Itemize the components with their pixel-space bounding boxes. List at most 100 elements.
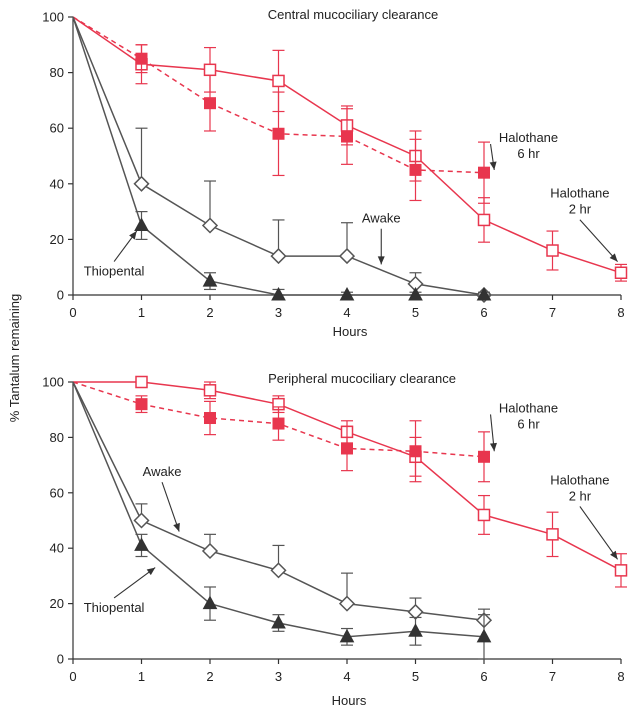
data-point: [270, 562, 287, 579]
x-axis-label: Hours: [332, 693, 367, 708]
annotation-line: Thiopental: [84, 264, 145, 279]
data-point: [271, 614, 286, 629]
x-tick-label: 8: [617, 305, 624, 320]
data-point: [133, 175, 150, 192]
data-point: [339, 286, 355, 301]
arrow-head: [489, 161, 497, 170]
data-point: [203, 384, 217, 397]
x-tick-label: 6: [480, 305, 487, 320]
data-point: [134, 217, 149, 231]
data-point: [341, 130, 353, 143]
data-point: [201, 542, 219, 560]
arrow-head: [146, 567, 156, 576]
data-point: [338, 248, 356, 265]
y-axis-label: % Tantalum remaining: [7, 294, 22, 422]
y-tick-label: 60: [50, 121, 64, 136]
data-point: [477, 508, 491, 522]
data-point: [338, 595, 356, 612]
x-tick-label: 2: [206, 669, 213, 684]
y-tick-label: 0: [57, 652, 64, 667]
x-tick-label: 4: [343, 669, 350, 684]
arrow-head: [377, 256, 385, 265]
y-tick-label: 100: [42, 375, 64, 390]
data-point: [407, 603, 424, 620]
x-axis-label: Hours: [333, 324, 368, 339]
y-tick-label: 40: [50, 176, 64, 191]
data-point: [134, 537, 149, 551]
annotation-label: Thiopental: [84, 600, 145, 615]
x-tick-label: 5: [412, 669, 419, 684]
y-tick-label: 40: [50, 541, 64, 556]
arrow-head: [129, 231, 137, 240]
annotation-arrow: [579, 219, 618, 263]
annotation-line: Awake: [143, 464, 182, 479]
x-tick-label: 3: [275, 305, 282, 320]
y-tick-label: 80: [50, 65, 64, 80]
data-point: [478, 166, 490, 179]
annotation-line: Halothane: [550, 472, 609, 487]
data-point: [135, 398, 148, 411]
data-point: [204, 412, 216, 425]
chart-title: Central mucociliary clearance: [268, 7, 439, 22]
data-point: [478, 450, 490, 463]
arrow-head: [489, 442, 497, 452]
x-tick-label: 1: [138, 669, 145, 684]
data-point: [202, 273, 218, 287]
arrow-head: [610, 550, 618, 560]
data-point: [135, 375, 148, 389]
x-tick-label: 0: [69, 669, 76, 684]
annotation-label: Halothane 2 hr: [550, 472, 609, 503]
data-point: [133, 512, 150, 529]
data-point: [546, 244, 559, 257]
y-tick-label: 20: [50, 232, 64, 247]
annotation-line: Thiopental: [84, 600, 145, 615]
annotation-arrow: [579, 506, 619, 560]
chart-title: Peripheral mucociliary clearance: [268, 371, 456, 386]
y-tick-label: 60: [50, 485, 64, 500]
annotation-label: Halothane 2 hr: [550, 186, 609, 217]
data-point: [271, 286, 286, 301]
data-point: [476, 628, 492, 643]
annotation-line: Awake: [362, 211, 401, 226]
data-point: [202, 595, 218, 610]
y-tick-label: 80: [50, 430, 64, 445]
annotation-label: Awake: [143, 464, 182, 479]
data-point: [272, 127, 285, 140]
data-point: [270, 248, 287, 265]
x-tick-label: 2: [206, 305, 213, 320]
annotation-arrow: [161, 481, 180, 532]
annotation-line: 2 hr: [569, 202, 592, 217]
x-tick-label: 8: [617, 669, 624, 684]
x-tick-label: 4: [343, 305, 350, 320]
y-tick-label: 0: [57, 288, 64, 303]
data-point: [408, 286, 423, 301]
data-point: [614, 266, 628, 280]
x-tick-label: 5: [412, 305, 419, 320]
annotation-line: Halothane: [550, 186, 609, 201]
annotation-line: 6 hr: [517, 146, 540, 161]
data-point: [614, 564, 628, 577]
annotation-line: Halothane: [499, 400, 558, 415]
data-point: [477, 213, 491, 227]
data-point: [476, 286, 492, 301]
data-point: [135, 52, 148, 65]
annotation-line: Halothane: [499, 130, 558, 145]
x-tick-label: 6: [480, 669, 487, 684]
x-tick-label: 7: [549, 305, 556, 320]
annotation-line: 6 hr: [517, 416, 540, 431]
y-tick-label: 100: [42, 10, 64, 25]
annotation-label: Halothane 6 hr: [499, 130, 558, 161]
x-tick-label: 0: [69, 305, 76, 320]
x-tick-label: 1: [138, 305, 145, 320]
annotation-line: 2 hr: [569, 488, 592, 503]
annotation-arrow: [113, 567, 156, 599]
data-point: [203, 63, 217, 77]
x-tick-label: 3: [275, 669, 282, 684]
x-tick-label: 7: [549, 669, 556, 684]
arrow-head: [609, 253, 618, 262]
data-point: [409, 163, 422, 176]
data-point: [339, 628, 355, 643]
data-point: [409, 445, 422, 458]
data-point: [204, 97, 216, 110]
